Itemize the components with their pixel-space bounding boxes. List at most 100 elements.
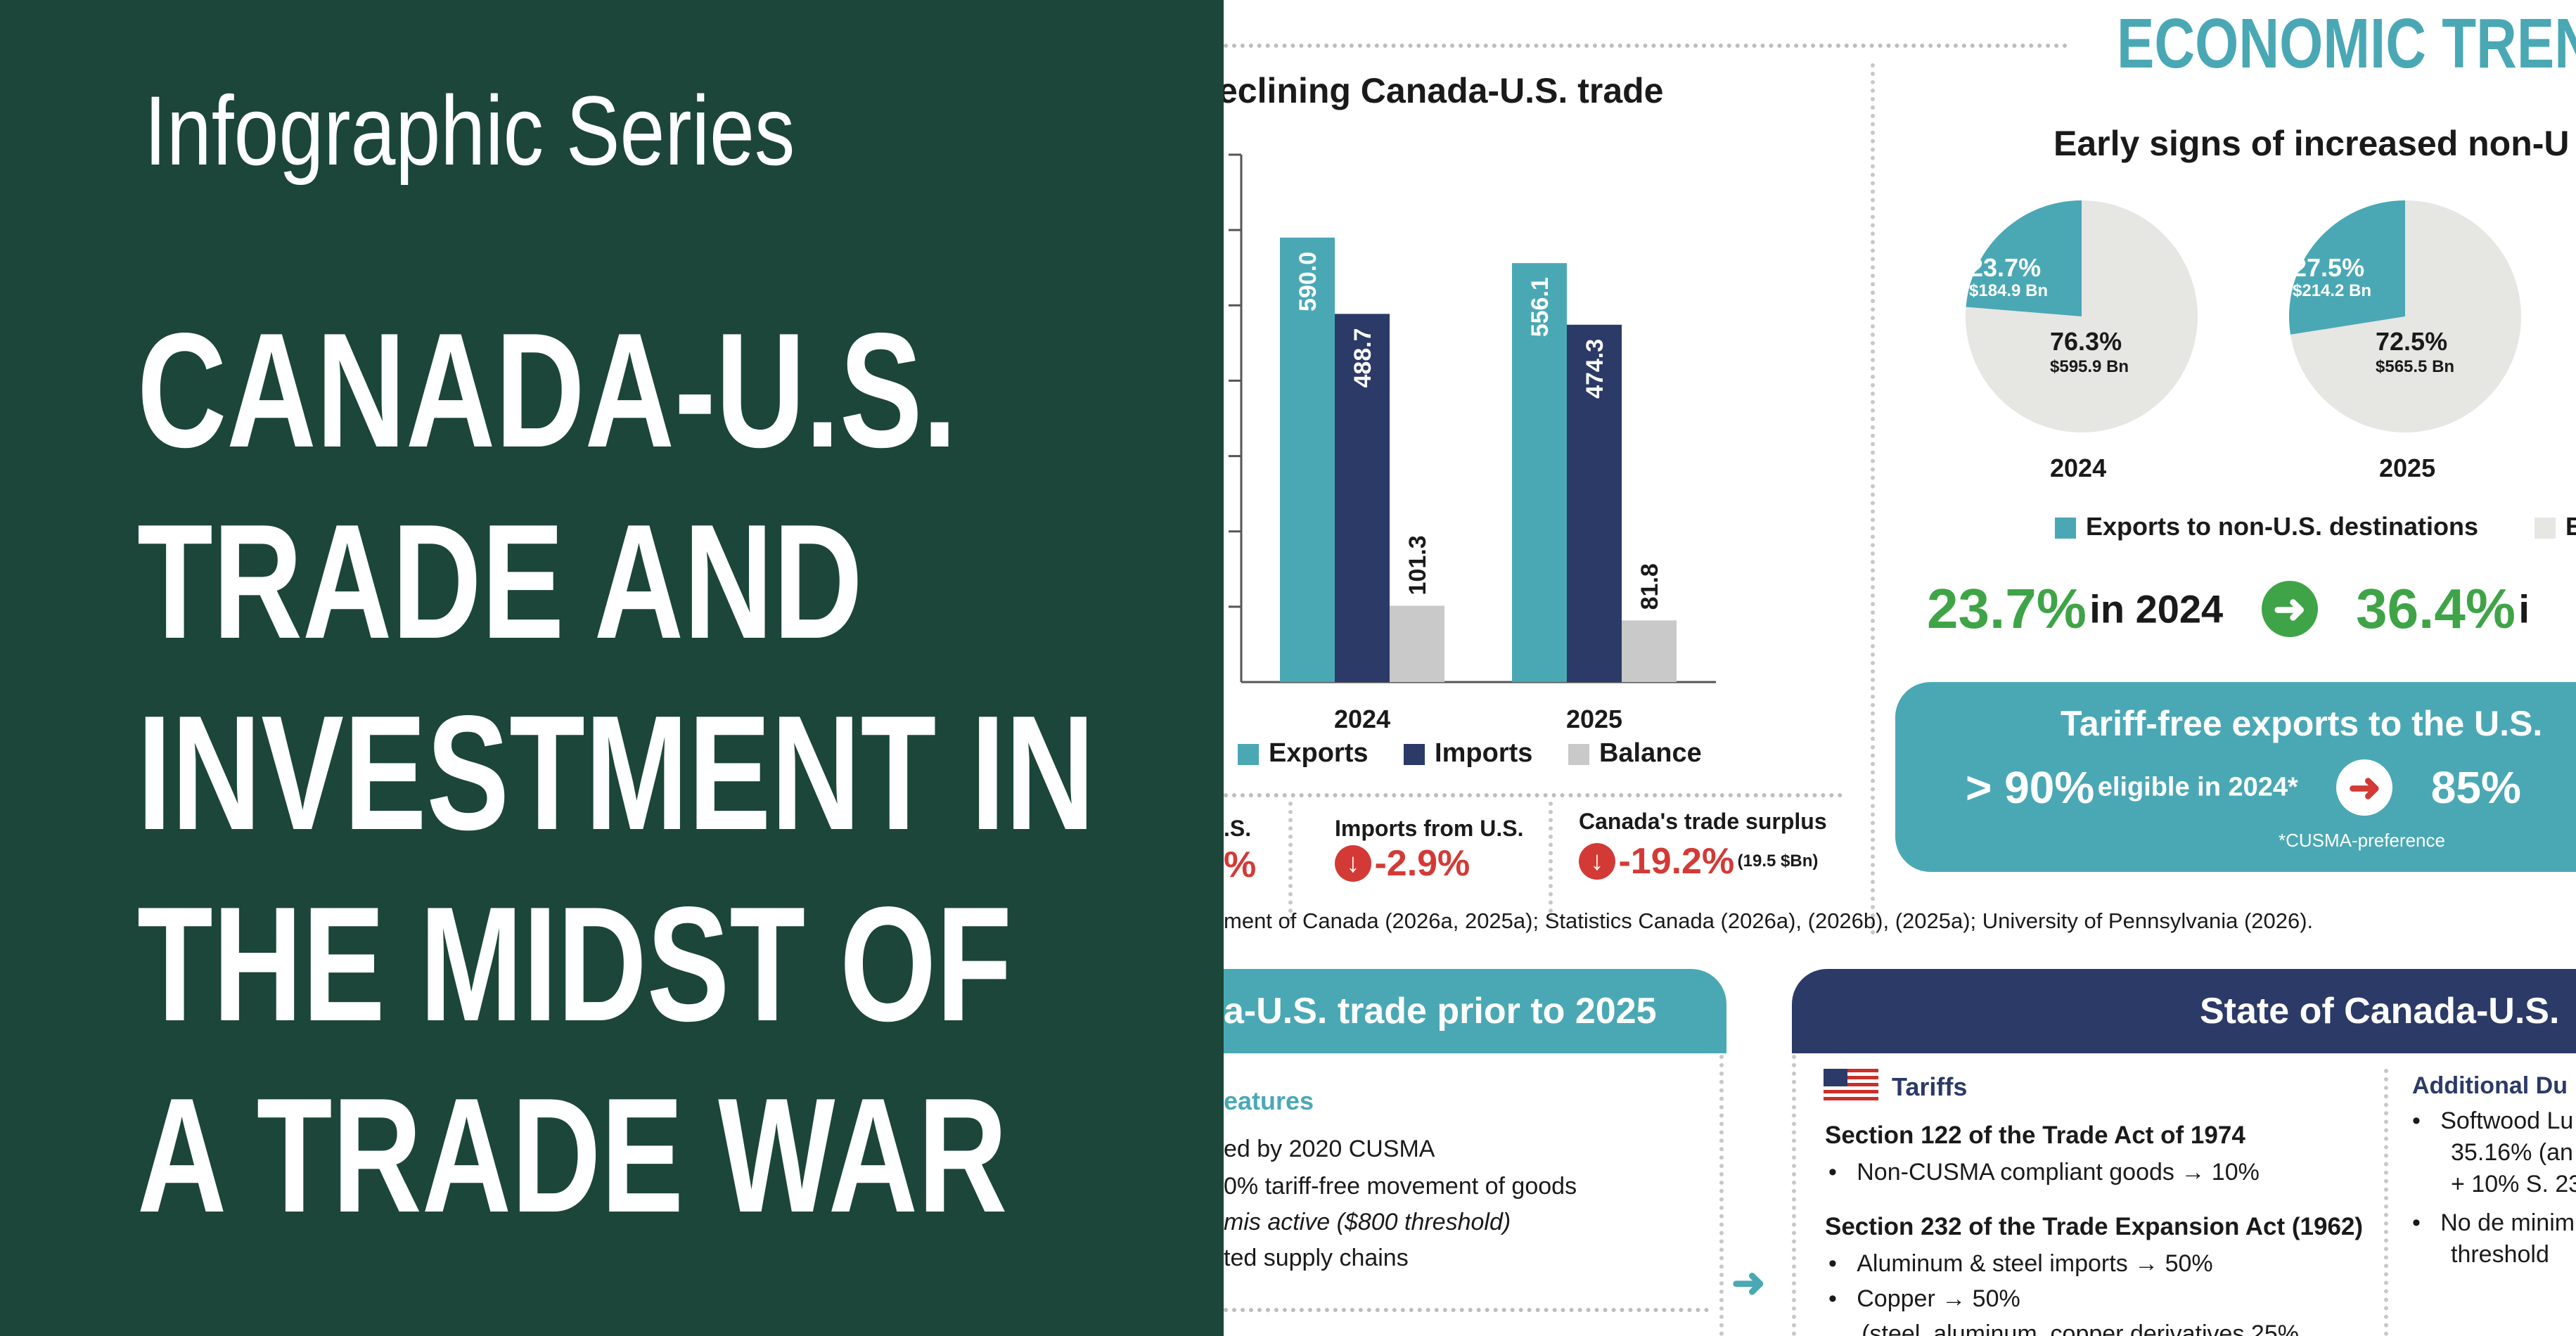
prior-box-title: a-U.S. trade prior to 2025	[1224, 991, 1657, 1032]
divider	[1719, 1055, 1724, 1336]
bar-value-label: 556.1	[1527, 277, 1553, 337]
chart-title: eclining Canada-U.S. trade	[1224, 71, 1664, 110]
section-heading: Section 232 of the Trade Expansion Act (…	[1825, 1213, 2364, 1240]
pie-title: Early signs of increased non-U	[2053, 124, 2570, 163]
bar-imports	[1335, 314, 1390, 683]
list-item: • Copper → 50%	[1828, 1285, 2020, 1312]
stat-value: -2.9%	[1374, 843, 1470, 884]
headline-line: TRADE AND	[137, 491, 863, 673]
pie-year: 2025	[2379, 454, 2436, 482]
legend-label: Imports	[1435, 738, 1533, 768]
stat-value: %	[1224, 844, 1257, 885]
headline-line: A TRADE WAR	[137, 1065, 1008, 1247]
x-tick-label: 2025	[1566, 705, 1622, 733]
divider	[1792, 1055, 1796, 1336]
list-item: ed by 2020 CUSMA	[1224, 1136, 1435, 1162]
pie-nonus-pct: 23.7%	[1969, 253, 2042, 282]
list-item-text: Softwood Lu	[2440, 1107, 2574, 1134]
bar-balance	[1390, 605, 1444, 682]
legend-swatch-balance	[1568, 743, 1589, 765]
list-item-cont: 35.16% (an	[2451, 1139, 2573, 1166]
headline-line: THE MIDST OF	[137, 873, 1012, 1055]
legend-swatch-nonus	[2055, 518, 2076, 539]
state-box-header: State of Canada-U.S.	[1792, 969, 2576, 1053]
arrow-right-icon: ➜	[2336, 759, 2393, 816]
pie-chart-2025	[2289, 200, 2521, 432]
divider	[1871, 63, 1875, 935]
growth-row: 23.7% in 2024 ➜ 36.4% i	[1927, 577, 2530, 641]
pie-us-bn: $595.9 Bn	[2050, 357, 2129, 376]
arrow-right-icon: ➜	[1731, 1260, 1766, 1306]
pie-us-pct: 72.5%	[2376, 327, 2448, 356]
arrow-right-icon: ➜	[2261, 581, 2318, 637]
stat-value: -19.2%	[1618, 841, 1735, 882]
pie-year: 2024	[2050, 454, 2107, 482]
legend-label: Balance	[1598, 738, 1702, 768]
section-heading: Section 122 of the Trade Act of 1974	[1825, 1122, 2245, 1149]
bar-value-label: 488.7	[1350, 328, 1376, 387]
bar-exports	[1512, 263, 1567, 682]
prior-box-header: a-U.S. trade prior to 2025	[1224, 969, 1726, 1053]
bar-balance	[1622, 620, 1677, 682]
pie-nonus-bn: $184.9 Bn	[1969, 281, 2049, 300]
tariff-from-value: > 90%	[1966, 762, 2095, 813]
list-item: mis active ($800 threshold)	[1224, 1209, 1511, 1235]
divider	[1224, 44, 2068, 48]
bar-value-label: 81.8	[1636, 563, 1663, 610]
legend-swatch-us	[2535, 518, 2556, 539]
x-tick-label: 2024	[1334, 705, 1390, 733]
list-item-cont: threshold	[2451, 1241, 2549, 1268]
legend-swatch-imports	[1404, 743, 1425, 765]
stat-row: ↓ -2.9%	[1335, 842, 1470, 885]
pie-legend: Exports to non-U.S. destinations Ex	[2055, 512, 2576, 541]
list-item: • No de minim	[2412, 1209, 2575, 1236]
legend-label: Ex	[2565, 512, 2576, 541]
tariff-from-label: eligible in 2024*	[2097, 772, 2298, 802]
list-item-cont: + 10% S. 23	[2451, 1171, 2576, 1197]
headline-line: CANADA-U.S.	[137, 300, 957, 482]
stat-label: Canada's trade surplus	[1579, 809, 1827, 834]
title-banner: Infographic Series CANADA-U.S. TRADE AND…	[0, 0, 1224, 1336]
tariff-box-title: Tariff-free exports to the U.S.	[2061, 704, 2543, 743]
bar-exports	[1280, 237, 1335, 682]
sources-line: ment of Canada (2026a, 2025a); Statistic…	[1224, 908, 2314, 933]
us-flag-icon	[1824, 1069, 1878, 1104]
list-item: • Aluminum & steel imports → 50%	[1828, 1250, 2213, 1277]
divider	[2384, 1069, 2388, 1336]
tariff-free-box: Tariff-free exports to the U.S. > 90% el…	[1895, 682, 2576, 872]
state-box-title: State of Canada-U.S.	[2200, 991, 2560, 1032]
section-title: ECONOMIC TREN	[2117, 4, 2576, 83]
legend-label: Exports	[1269, 738, 1369, 768]
growth-from-value: 23.7%	[1927, 577, 2087, 640]
bar-value-label: 474.3	[1582, 339, 1608, 399]
list-item: • Softwood Lu	[2412, 1107, 2574, 1134]
list-item-text: No de minim	[2440, 1209, 2575, 1236]
tariffs-label: Tariffs	[1892, 1072, 1968, 1101]
growth-from-label: in 2024	[2089, 586, 2224, 631]
divider	[1549, 802, 1553, 921]
legend-label: Exports to non-U.S. destinations	[2086, 512, 2479, 541]
bar-imports	[1567, 324, 1622, 682]
tariff-to-value: 85%	[2430, 762, 2521, 813]
headline: CANADA-U.S. TRADE AND INVESTMENT IN THE …	[137, 295, 1095, 1252]
pie-chart-2024	[1966, 200, 2198, 432]
stat-note: (19.5 $Bn)	[1737, 852, 1819, 871]
headline-line: INVESTMENT IN	[137, 682, 1095, 864]
divider	[1288, 802, 1293, 921]
pie-us-bn: $565.5 Bn	[2376, 357, 2455, 376]
legend-swatch-exports	[1238, 743, 1259, 765]
list-item: 0% tariff-free movement of goods	[1224, 1173, 1577, 1200]
list-item-text: (steel, aluminum, copper derivatives 25%	[1861, 1321, 2299, 1336]
list-item: • Non-CUSMA compliant goods → 10%	[1828, 1159, 2260, 1186]
pie-nonus-bn: $214.2 Bn	[2293, 281, 2372, 300]
list-item-text: Aluminum & steel imports → 50%	[1857, 1250, 2213, 1277]
tariff-box-row: > 90% eligible in 2024* ➜ 85%	[1966, 759, 2521, 816]
bar-value-label: 590.0	[1295, 252, 1321, 311]
list-item: (steel, aluminum, copper derivatives 25%	[1828, 1321, 2299, 1336]
growth-to-value: 36.4%	[2356, 577, 2516, 640]
arrow-down-icon: ↓	[1579, 843, 1615, 880]
pie-slice-nonus	[2289, 200, 2405, 335]
arrow-down-icon: ↓	[1335, 845, 1371, 882]
divider	[1224, 793, 1843, 797]
list-item-text: Non-CUSMA compliant goods → 10%	[1857, 1159, 2260, 1186]
